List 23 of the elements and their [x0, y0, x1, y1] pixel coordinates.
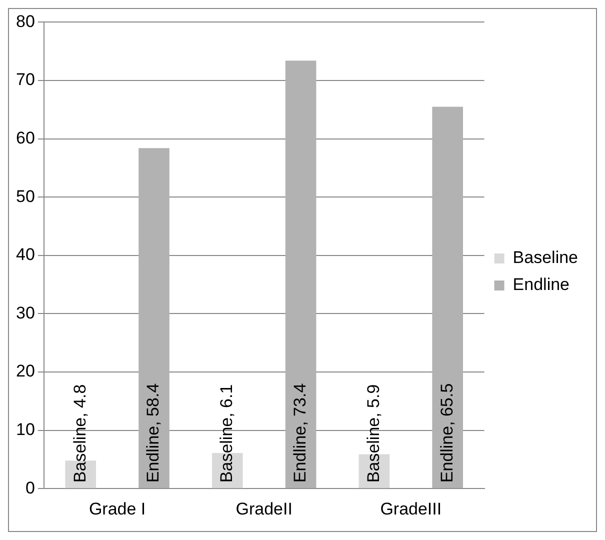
- bar: [285, 60, 316, 488]
- y-tick-label: 60: [16, 128, 35, 148]
- y-tick-label: 0: [25, 478, 35, 498]
- data-label: Baseline, 4.8: [70, 384, 90, 483]
- data-label: Endline, 58.4: [144, 383, 163, 483]
- x-tick-label: GradeII: [236, 499, 292, 518]
- data-label: Baseline, 6.1: [217, 384, 236, 483]
- data-label: Baseline, 5.9: [364, 384, 383, 483]
- data-label: Endline, 73.4: [290, 383, 310, 483]
- bar: [432, 106, 464, 488]
- bar: [138, 148, 170, 488]
- legend-label: Baseline: [512, 248, 578, 268]
- y-tick-label: 10: [16, 420, 35, 439]
- y-tick-label: 50: [16, 186, 35, 206]
- x-tick-label: Grade I: [88, 499, 146, 518]
- y-tick-label: 40: [16, 245, 35, 264]
- y-tick-label: 70: [16, 70, 35, 90]
- y-tick-label: 20: [16, 362, 35, 381]
- x-tick-label: GradeIII: [380, 499, 442, 518]
- y-tick-label: 30: [16, 303, 35, 322]
- data-label: Endline, 65.5: [437, 383, 456, 483]
- legend-label: Endline: [512, 275, 570, 294]
- y-tick-label: 80: [16, 12, 35, 31]
